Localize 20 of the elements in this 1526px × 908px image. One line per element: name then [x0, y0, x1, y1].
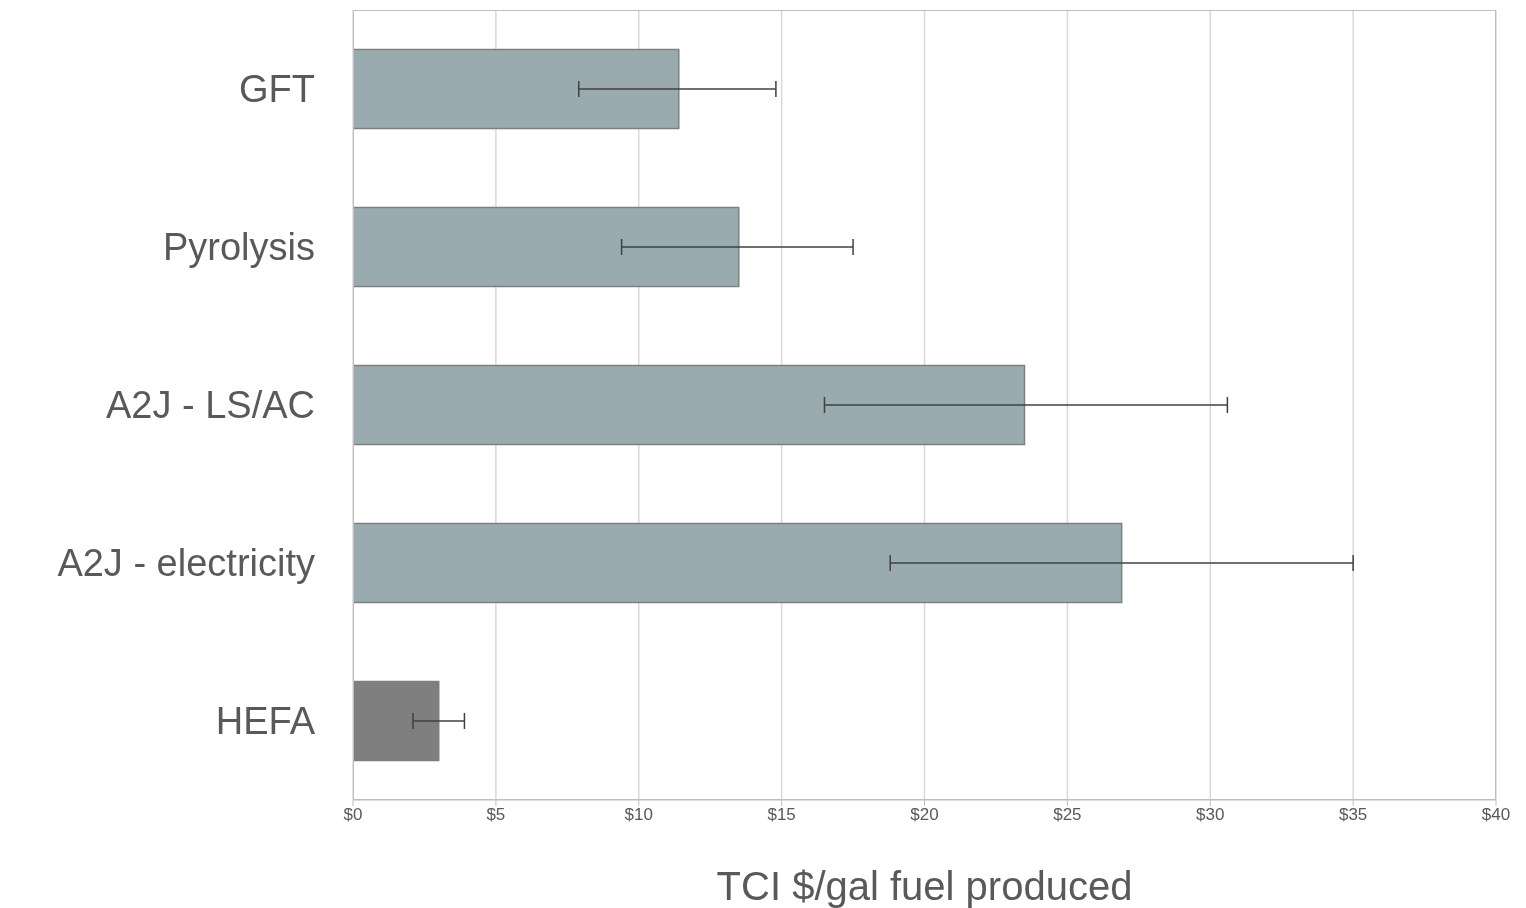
- x-tick-label: $10: [624, 805, 653, 825]
- x-tick-label: $20: [910, 805, 939, 825]
- y-tick-label: A2J - electricity: [57, 542, 315, 585]
- y-tick-label: HEFA: [215, 700, 316, 743]
- bar: [353, 680, 440, 762]
- x-tick-label: $40: [1481, 805, 1511, 825]
- x-tick-label: $0: [343, 805, 363, 825]
- x-tick-label: $30: [1196, 805, 1225, 825]
- x-tick-label: $15: [767, 805, 796, 825]
- y-tick-label: Pyrolysis: [162, 226, 315, 269]
- x-tick-label: $5: [486, 805, 506, 825]
- bar: [353, 364, 1026, 446]
- y-tick-label: GFT: [239, 68, 315, 111]
- bar: [353, 48, 680, 130]
- bar: [353, 522, 1123, 604]
- x-axis-title: TCI $/gal fuel produced: [716, 864, 1133, 908]
- y-tick-label: A2J - LS/AC: [105, 384, 315, 427]
- x-tick-label: $35: [1338, 805, 1368, 825]
- bar: [353, 206, 740, 288]
- x-tick-label: $25: [1053, 805, 1082, 825]
